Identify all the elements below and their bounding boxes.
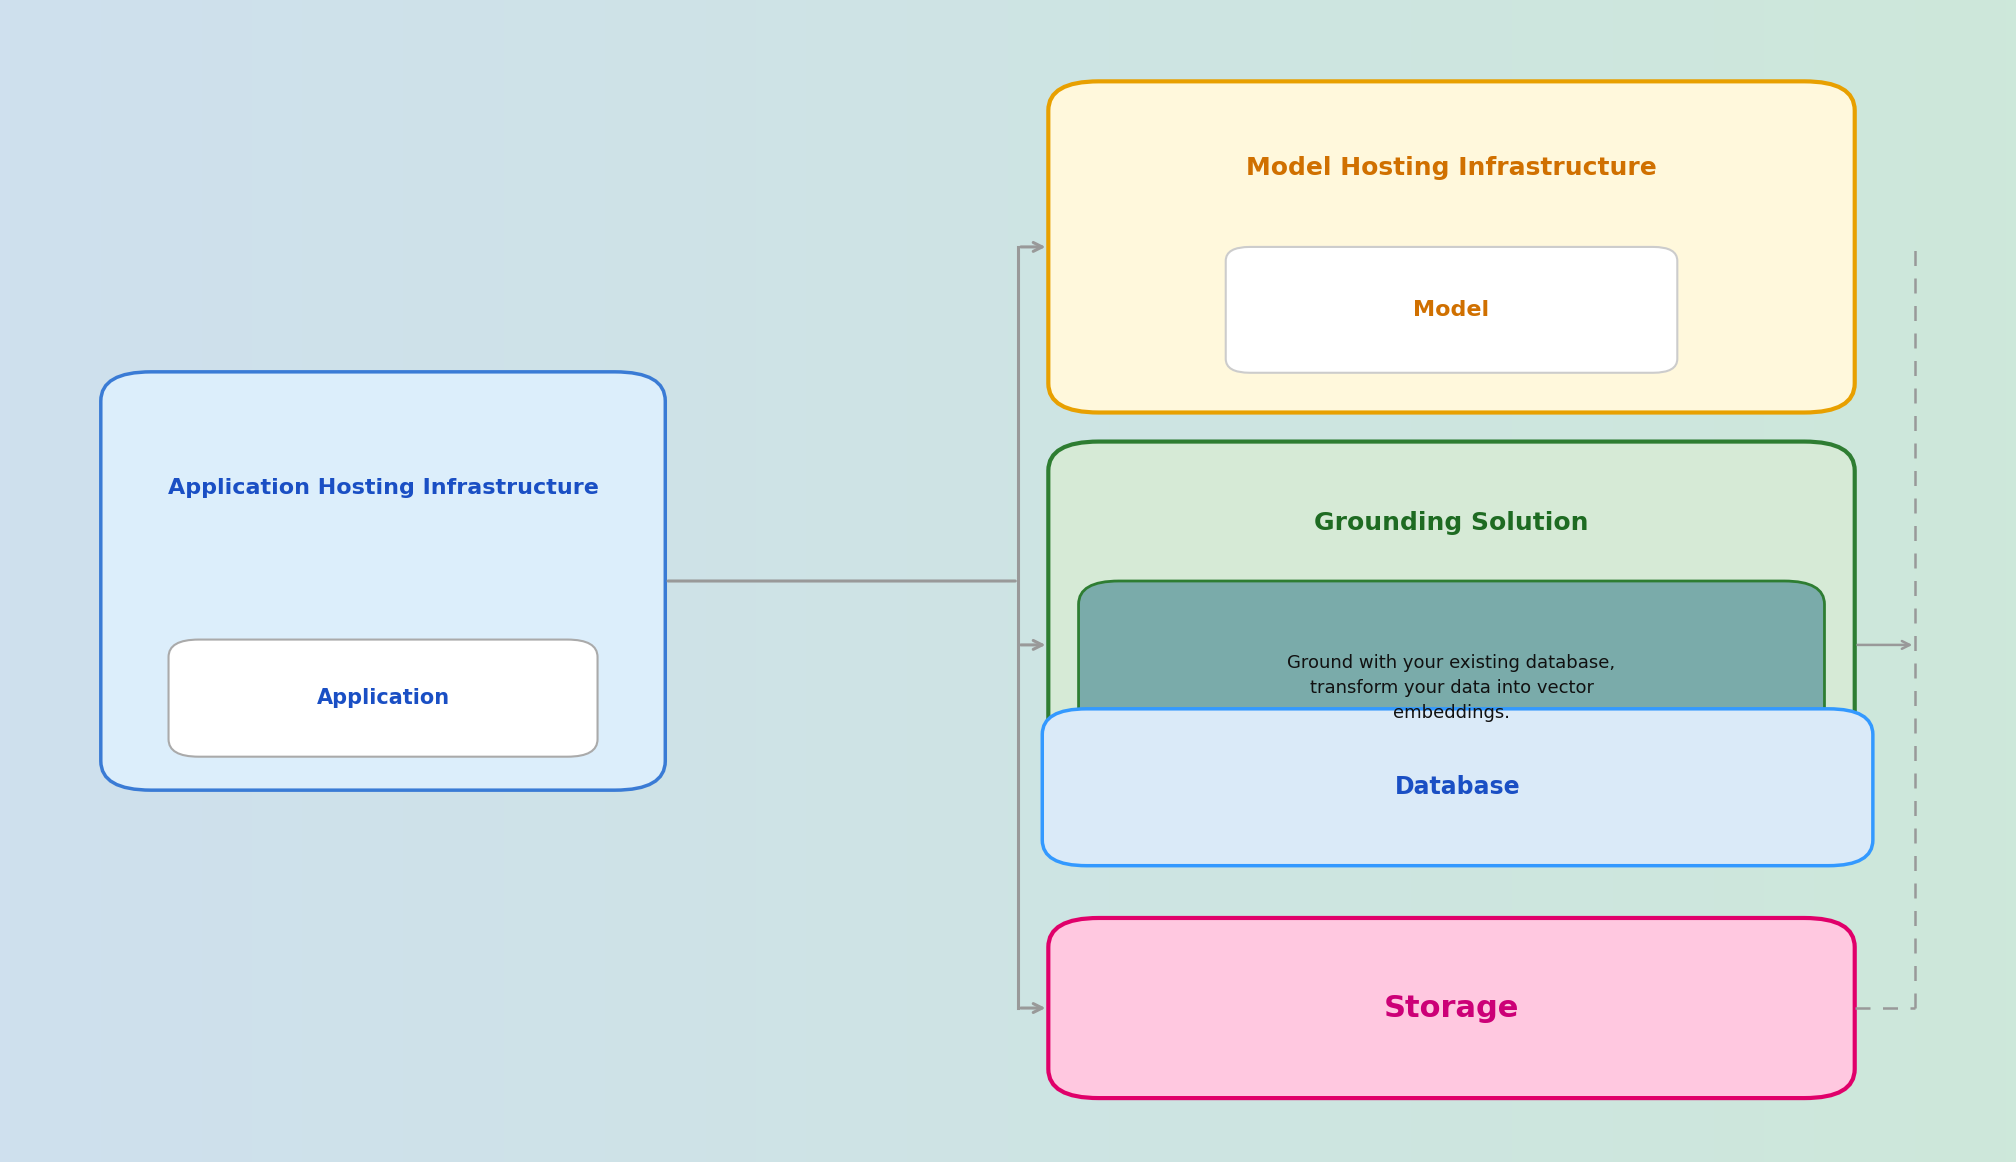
Text: Application Hosting Infrastructure: Application Hosting Infrastructure [167,478,599,498]
Text: Grounding Solution: Grounding Solution [1314,511,1589,535]
Text: Model: Model [1413,300,1490,320]
FancyBboxPatch shape [1048,442,1855,848]
FancyBboxPatch shape [1042,709,1873,866]
FancyBboxPatch shape [169,639,597,756]
Text: Application: Application [317,688,450,708]
Text: Storage: Storage [1383,994,1520,1023]
FancyBboxPatch shape [101,372,665,790]
Text: Database: Database [1395,775,1520,799]
Text: Ground with your existing database,
transform your data into vector
embeddings.: Ground with your existing database, tran… [1288,654,1615,723]
Text: Model Hosting Infrastructure: Model Hosting Infrastructure [1246,157,1657,180]
FancyBboxPatch shape [1048,918,1855,1098]
FancyBboxPatch shape [1079,581,1824,796]
FancyBboxPatch shape [1226,248,1677,373]
FancyBboxPatch shape [1048,81,1855,413]
